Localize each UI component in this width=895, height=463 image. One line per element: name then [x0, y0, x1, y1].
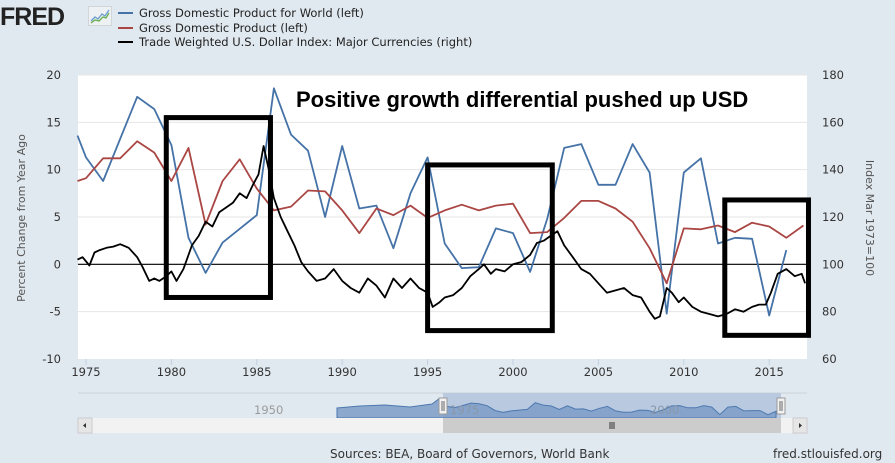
chart-annotation: Positive growth differential pushed up U… [296, 87, 748, 112]
y-axis-title-right: Index Mar 1973=100 [863, 160, 876, 276]
chart-legend: Gross Domestic Product for World (left) … [118, 6, 472, 50]
x-tick-label: 2000 [498, 365, 527, 379]
x-tick-label: 1980 [157, 365, 186, 379]
series-us-gdp-line [77, 140, 804, 285]
legend-swatch-world-gdp [118, 12, 133, 15]
navigator-label-1975: 1975 [450, 403, 479, 417]
y-tick-label-right: 180 [822, 68, 844, 82]
x-tick-label: 2005 [584, 365, 613, 379]
y-axis-title-left: Percent Change from Year Ago [15, 134, 28, 302]
y-tick-label-left: -5 [50, 305, 61, 319]
y-tick-label-right: 100 [822, 257, 844, 271]
x-tick-label: 2015 [755, 365, 784, 379]
x-tick-label: 1975 [71, 365, 100, 379]
x-tick-label: 2010 [669, 365, 698, 379]
navigator-handle-left[interactable] [438, 397, 448, 415]
chart-line-icon [88, 6, 112, 26]
legend-item-us-gdp[interactable]: Gross Domestic Product (left) [118, 21, 472, 36]
legend-label-us-gdp: Gross Domestic Product (left) [139, 20, 308, 35]
y-tick-label-left: 0 [54, 257, 61, 271]
y-tick-label-right: 60 [822, 352, 837, 366]
y-tick-label-left: -10 [42, 352, 61, 366]
legend-label-world-gdp: Gross Domestic Product for World (left) [139, 6, 364, 20]
y-tick-label-left: 10 [46, 163, 61, 177]
highlight-box [722, 197, 811, 338]
y-tick-label-left: 15 [46, 115, 61, 129]
navigator-label-1950: 1950 [254, 403, 283, 417]
legend-swatch-usd-index [118, 41, 133, 44]
highlight-box [163, 115, 273, 300]
legend-swatch-us-gdp [118, 26, 133, 29]
legend-label-usd-index: Trade Weighted U.S. Dollar Index: Major … [139, 35, 473, 49]
y-tick-label-right: 140 [822, 163, 844, 177]
navigator[interactable]: 1950 1975 2000 [78, 392, 807, 420]
legend-item-world-gdp[interactable]: Gross Domestic Product for World (left) [118, 6, 472, 21]
x-tick-label: 1995 [413, 365, 442, 379]
y-tick-label-right: 160 [822, 115, 844, 129]
y-tick-label-right: 80 [822, 305, 837, 319]
scrollbar[interactable] [77, 417, 808, 434]
highlight-box [425, 162, 555, 334]
x-tick-label: 1990 [328, 365, 357, 379]
x-tick-label: 1985 [242, 365, 271, 379]
source-url-link[interactable]: fred.stlouisfed.org [773, 447, 883, 461]
navigator-handle-right[interactable] [776, 397, 786, 415]
y-tick-label-right: 120 [822, 210, 844, 224]
arrow-right-icon [799, 423, 802, 428]
sources-text: Sources: BEA, Board of Governors, World … [330, 447, 610, 461]
navigator-label-2000: 2000 [650, 403, 679, 417]
y-tick-label-left: 5 [54, 210, 61, 224]
y-tick-label-left: 20 [46, 68, 61, 82]
fred-logo[interactable]: FRED [0, 3, 65, 31]
arrow-left-icon [83, 423, 86, 428]
legend-item-usd-index[interactable]: Trade Weighted U.S. Dollar Index: Major … [118, 35, 472, 50]
